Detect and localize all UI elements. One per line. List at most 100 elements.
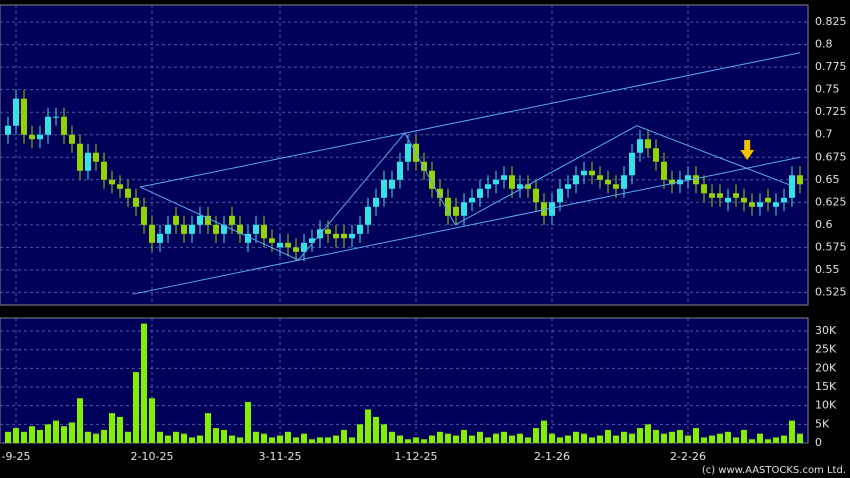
volume-bar (221, 429, 227, 443)
volume-bar (557, 437, 563, 443)
volume-bar (597, 435, 603, 443)
volume-bar (77, 398, 83, 443)
candle-body (749, 202, 755, 207)
candle-body (453, 206, 459, 216)
candle-body (557, 188, 563, 203)
volume-bar (229, 435, 235, 443)
volume-bar (693, 428, 699, 443)
candle-body (45, 116, 51, 135)
arrow (740, 139, 755, 160)
candle-body (157, 233, 163, 243)
y-tick-label: 0.8 (815, 38, 833, 51)
candle-body (589, 170, 595, 176)
candle-body (333, 233, 339, 239)
x-tick-label: 2-10-25 (131, 450, 174, 463)
candle-body (373, 197, 379, 207)
volume-bar (269, 437, 275, 443)
y-tick-label: 25K (815, 343, 837, 356)
volume-bar (669, 431, 675, 443)
volume-bar (645, 424, 651, 443)
volume-bar (253, 431, 259, 443)
candle-body (509, 175, 515, 189)
volume-bar (565, 435, 571, 443)
volume-bar (397, 435, 403, 443)
candle-body (221, 224, 227, 234)
volume-bar (149, 398, 155, 443)
candle-body (61, 116, 67, 135)
candle-body (797, 175, 803, 185)
price-panel (0, 4, 809, 306)
volume-bar (141, 323, 147, 443)
volume-bar (413, 437, 419, 443)
volume-bar (469, 435, 475, 443)
y-tick-label: 0.7 (815, 128, 833, 141)
candle-body (189, 224, 195, 234)
candle-body (637, 139, 643, 153)
volume-bar (461, 429, 467, 443)
candle-body (621, 175, 627, 189)
candle-body (533, 188, 539, 203)
volume-bar (237, 437, 243, 443)
candle-body (125, 188, 131, 198)
x-tick-label: 2-1-26 (534, 450, 570, 463)
candle-body (357, 224, 363, 234)
volume-bar (293, 437, 299, 443)
volume-bar (93, 433, 99, 443)
volume-bar (373, 416, 379, 443)
candle-body (645, 139, 651, 149)
candle-body (773, 202, 779, 207)
y-tick-label: 0.525 (815, 285, 847, 298)
volume-bar (37, 429, 43, 443)
y-tick-label: 15K (815, 380, 837, 393)
volume-bar (53, 420, 59, 443)
volume-bar (13, 428, 19, 443)
volume-bar (733, 437, 739, 443)
copyright: (c) www.AASTOCKS.com Ltd. (702, 465, 846, 476)
candle-body (525, 184, 531, 189)
candle-body (685, 175, 691, 180)
volume-bar (661, 433, 667, 443)
y-tick-label: 30K (815, 324, 837, 337)
volume-bar (741, 429, 747, 443)
candle-body (349, 233, 355, 239)
candle-body (741, 197, 747, 203)
y-tick-label: 20K (815, 361, 837, 374)
candle-body (653, 148, 659, 162)
candle-body (629, 152, 635, 176)
candle-body (405, 143, 411, 162)
volume-bar (629, 433, 635, 443)
candle-body (141, 206, 147, 225)
candle-body (309, 238, 315, 243)
candle-body (181, 224, 187, 234)
volume-bar (613, 435, 619, 443)
candle-body (549, 202, 555, 216)
volume-bar (5, 431, 11, 443)
volume-bar (725, 431, 731, 443)
volume-bar (301, 433, 307, 443)
volume-bar (437, 431, 443, 443)
trend-line (132, 156, 801, 295)
candle-body (237, 224, 243, 234)
candle-body (781, 197, 787, 203)
volume-bar (525, 437, 531, 443)
candle-body (757, 202, 763, 207)
candle-body (421, 161, 427, 171)
candle-body (285, 242, 291, 248)
candle-body (429, 170, 435, 189)
candle-body (133, 197, 139, 207)
x-tick-label: 2-2-26 (670, 450, 706, 463)
volume-bar (381, 424, 387, 443)
candle-body (253, 224, 259, 234)
volume-bar (133, 372, 139, 443)
candle-body (21, 98, 27, 135)
candle-body (301, 242, 307, 252)
candle-body (613, 184, 619, 189)
trend-line (139, 52, 801, 188)
volume-bar (789, 420, 795, 443)
volume-bar (605, 429, 611, 443)
candle-body (437, 188, 443, 198)
candle-body (149, 224, 155, 243)
volume-bar (189, 437, 195, 443)
